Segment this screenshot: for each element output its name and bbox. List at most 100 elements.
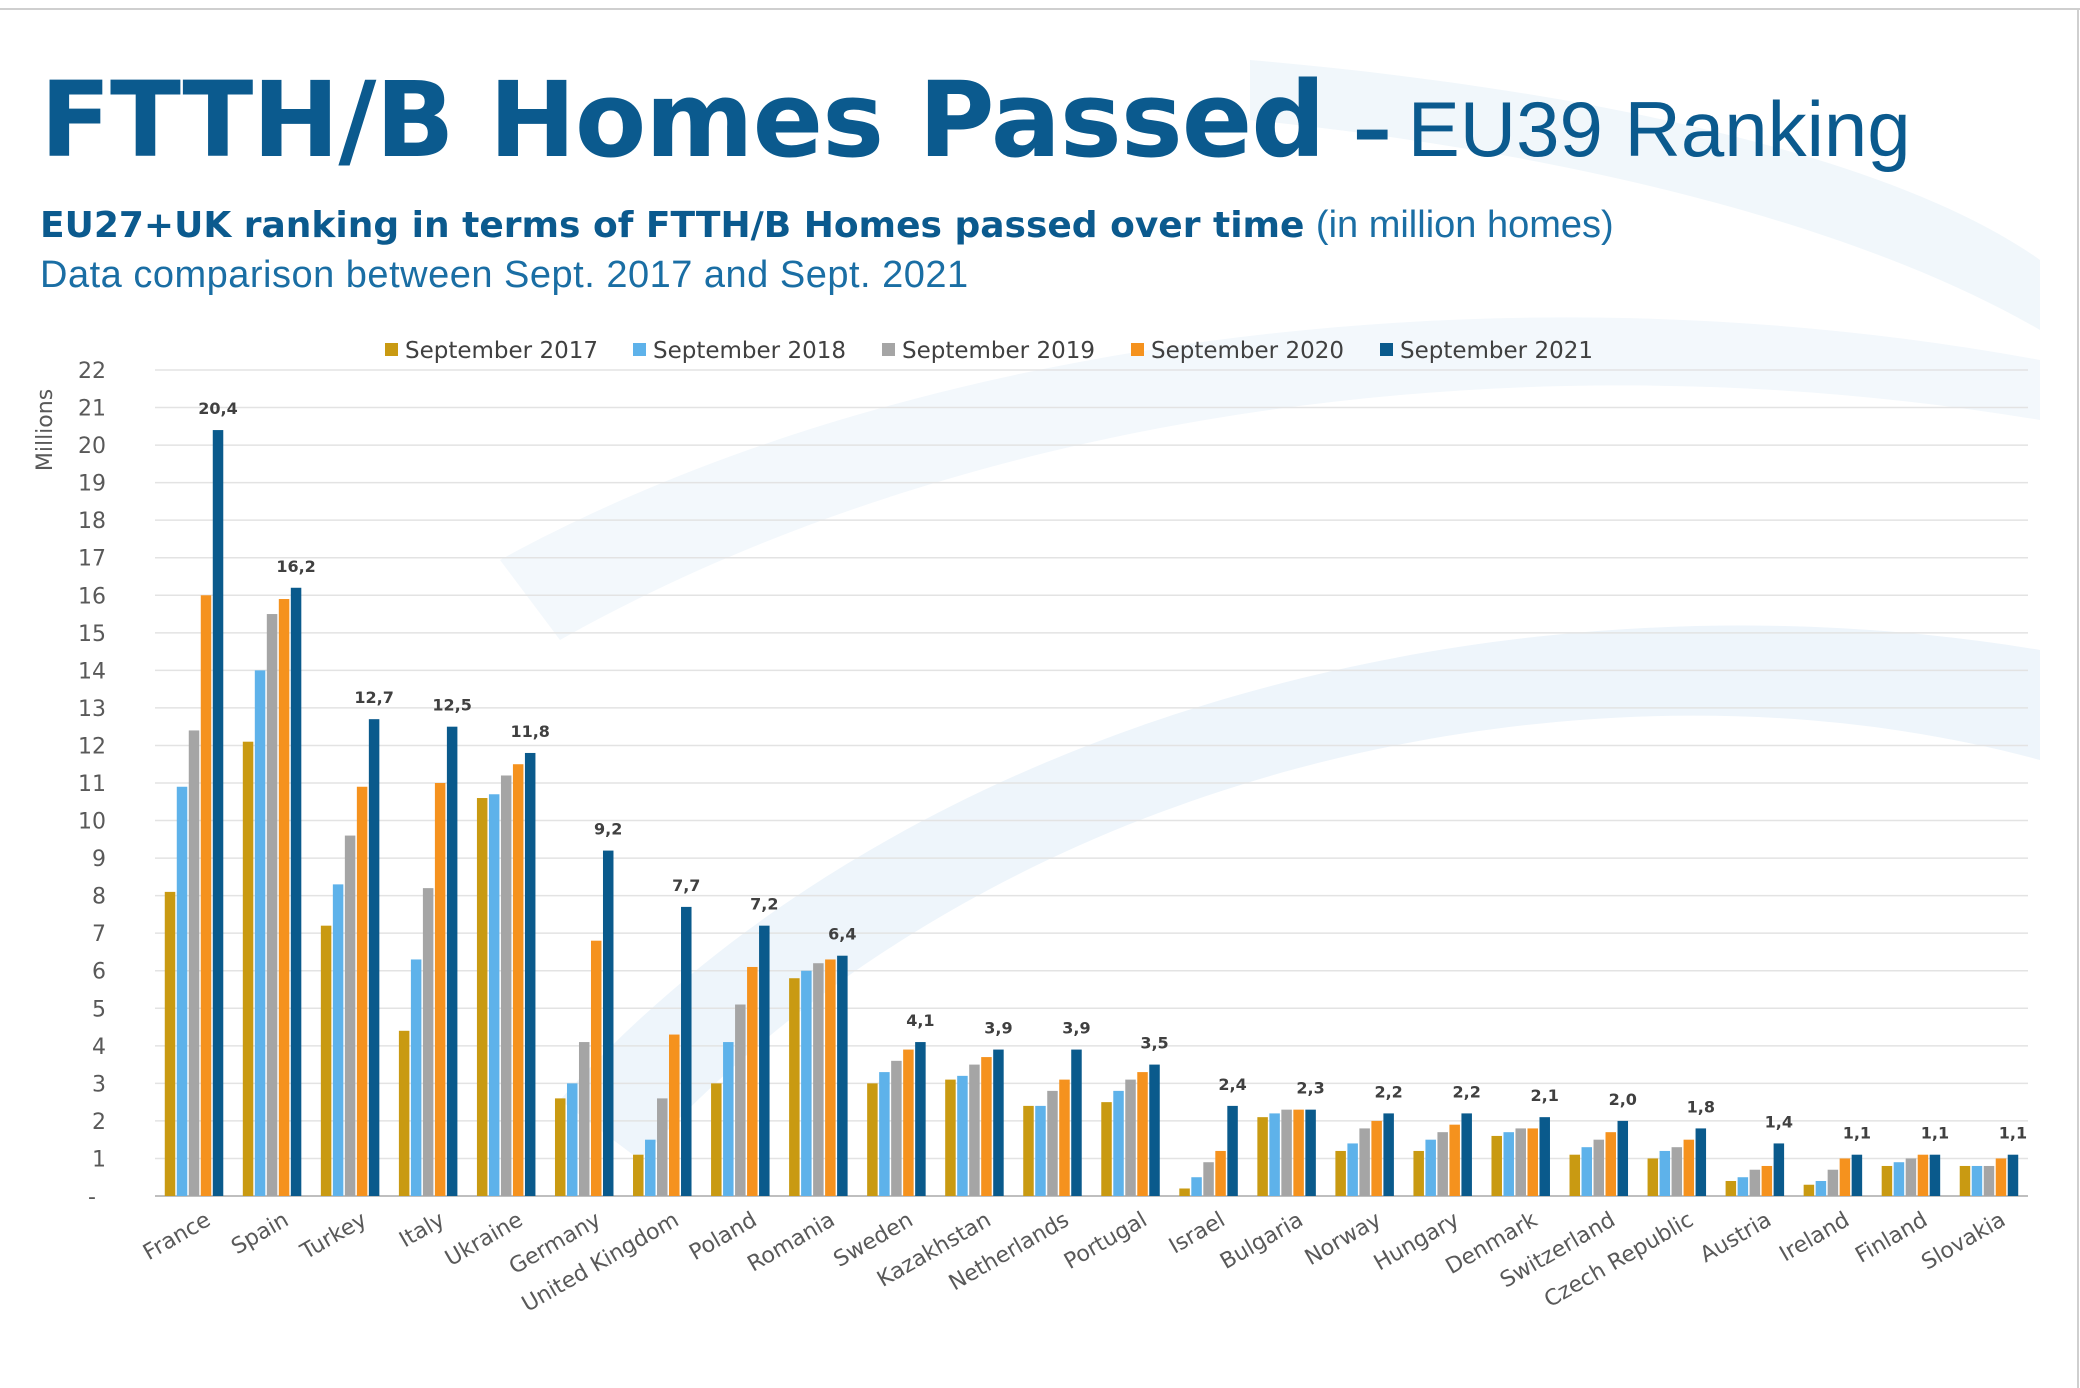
x-tick-label: Romania xyxy=(744,1208,840,1278)
bar-hungary-september-2017 xyxy=(1413,1150,1424,1196)
bar-switzerland-september-2019 xyxy=(1593,1139,1605,1196)
bar-czech-republic-september-2019 xyxy=(1671,1147,1683,1196)
bar-ireland-september-2021 xyxy=(1851,1154,1863,1196)
bar-norway-september-2018 xyxy=(1347,1143,1358,1196)
bar-sweden-september-2018 xyxy=(879,1072,890,1196)
data-label: 2,0 xyxy=(1609,1090,1637,1109)
bar-italy-september-2020 xyxy=(434,783,446,1196)
bar-kazakhstan-september-2017 xyxy=(945,1079,956,1196)
bar-norway-september-2019 xyxy=(1359,1128,1370,1196)
data-label: 11,8 xyxy=(510,722,549,741)
bar-france-september-2017 xyxy=(164,891,176,1196)
bar-sweden-september-2020 xyxy=(903,1049,914,1196)
bar-germany-september-2018 xyxy=(566,1083,578,1196)
bar-slovakia-september-2019 xyxy=(1983,1165,1995,1196)
y-tick-label: 14 xyxy=(78,659,106,684)
data-label: 3,9 xyxy=(1062,1019,1090,1038)
bar-denmark-september-2019 xyxy=(1515,1128,1526,1196)
bar-ukraine-september-2017 xyxy=(476,798,488,1196)
bar-italy-september-2017 xyxy=(398,1030,410,1196)
bar-united-kingdom-september-2017 xyxy=(633,1154,644,1196)
bar-austria-september-2021 xyxy=(1773,1143,1785,1196)
x-tick-label: Bulgaria xyxy=(1216,1208,1308,1275)
bar-finland-september-2019 xyxy=(1905,1158,1917,1196)
bar-netherlands-september-2021 xyxy=(1071,1049,1082,1196)
bar-turkey-september-2021 xyxy=(368,719,380,1196)
bar-bulgaria-september-2021 xyxy=(1305,1109,1316,1196)
bar-ukraine-september-2019 xyxy=(500,775,512,1196)
bar-spain-september-2018 xyxy=(254,670,266,1196)
data-label: 12,5 xyxy=(432,696,471,715)
bar-hungary-september-2020 xyxy=(1449,1124,1460,1196)
bar-ukraine-september-2020 xyxy=(512,764,524,1196)
y-tick-label: 6 xyxy=(92,960,106,985)
y-tick-label: 15 xyxy=(78,622,106,647)
bar-france-september-2019 xyxy=(188,730,200,1196)
bar-finland-september-2017 xyxy=(1881,1165,1893,1196)
bar-switzerland-september-2018 xyxy=(1581,1147,1593,1196)
bar-finland-september-2018 xyxy=(1893,1162,1905,1196)
bar-hungary-september-2019 xyxy=(1437,1132,1448,1196)
page-title: FTTH/B Homes Passed – EU39 Ranking xyxy=(40,68,1911,172)
bar-netherlands-september-2018 xyxy=(1035,1105,1046,1196)
bar-bulgaria-september-2020 xyxy=(1293,1109,1304,1196)
x-tick-label: Italy xyxy=(395,1208,449,1254)
bar-austria-september-2018 xyxy=(1737,1177,1749,1196)
x-tick-label: Turkey xyxy=(296,1208,371,1266)
bar-romania-september-2017 xyxy=(789,978,800,1196)
bar-spain-september-2019 xyxy=(266,614,278,1196)
x-tick-label: France xyxy=(139,1208,215,1266)
y-tick-label: 9 xyxy=(92,847,106,872)
bar-united-kingdom-september-2019 xyxy=(657,1098,668,1196)
bar-poland-september-2021 xyxy=(759,925,770,1196)
bar-netherlands-september-2020 xyxy=(1059,1079,1070,1196)
bar-ireland-september-2018 xyxy=(1815,1180,1827,1196)
bar-poland-september-2019 xyxy=(735,1004,746,1196)
bar-finland-september-2020 xyxy=(1917,1154,1929,1196)
y-tick-label: 2 xyxy=(92,1110,106,1135)
y-tick-label: 5 xyxy=(92,997,106,1022)
bar-denmark-september-2021 xyxy=(1539,1117,1550,1196)
data-label: 2,2 xyxy=(1453,1082,1481,1101)
bar-portugal-september-2018 xyxy=(1113,1090,1124,1196)
bar-czech-republic-september-2017 xyxy=(1647,1158,1659,1196)
bar-romania-september-2020 xyxy=(825,959,836,1196)
data-label: 7,2 xyxy=(750,895,778,914)
data-label: 2,3 xyxy=(1296,1079,1324,1098)
bar-turkey-september-2017 xyxy=(320,925,332,1196)
y-tick-label-zero: - xyxy=(88,1185,96,1210)
legend-entry: September 2020 xyxy=(1151,338,1344,364)
bar-united-kingdom-september-2020 xyxy=(669,1034,680,1196)
bar-ireland-september-2017 xyxy=(1803,1184,1815,1196)
bar-austria-september-2020 xyxy=(1761,1165,1773,1196)
legend-swatch xyxy=(882,343,895,356)
data-label: 9,2 xyxy=(594,820,622,839)
bar-israel-september-2018 xyxy=(1191,1177,1202,1196)
bar-italy-september-2021 xyxy=(446,726,458,1196)
bar-france-september-2020 xyxy=(200,595,212,1196)
y-tick-label: 17 xyxy=(78,547,106,572)
bar-switzerland-september-2017 xyxy=(1569,1154,1581,1196)
bar-bulgaria-september-2018 xyxy=(1269,1113,1280,1196)
y-tick-label: 20 xyxy=(78,434,106,459)
bar-ireland-september-2020 xyxy=(1839,1158,1851,1196)
bar-norway-september-2020 xyxy=(1371,1120,1382,1196)
x-tick-label: Spain xyxy=(227,1208,293,1260)
bar-denmark-september-2018 xyxy=(1503,1132,1514,1196)
bar-hungary-september-2018 xyxy=(1425,1139,1436,1196)
bar-netherlands-september-2017 xyxy=(1023,1105,1034,1196)
y-tick-label: 3 xyxy=(92,1072,106,1097)
y-tick-label: 22 xyxy=(78,359,106,384)
bar-united-kingdom-september-2018 xyxy=(645,1139,656,1196)
bar-spain-september-2017 xyxy=(242,741,254,1196)
bar-poland-september-2018 xyxy=(723,1042,734,1196)
y-tick-label: 1 xyxy=(92,1147,106,1172)
x-tick-label: Ireland xyxy=(1775,1208,1853,1268)
title-ranking: EU39 Ranking xyxy=(1407,85,1911,173)
title-separator: – xyxy=(1352,85,1392,175)
bar-denmark-september-2020 xyxy=(1527,1128,1538,1196)
data-label: 1,8 xyxy=(1687,1097,1715,1116)
bar-romania-september-2021 xyxy=(837,955,848,1196)
y-tick-label: 16 xyxy=(78,584,106,609)
bar-sweden-september-2019 xyxy=(891,1060,902,1196)
